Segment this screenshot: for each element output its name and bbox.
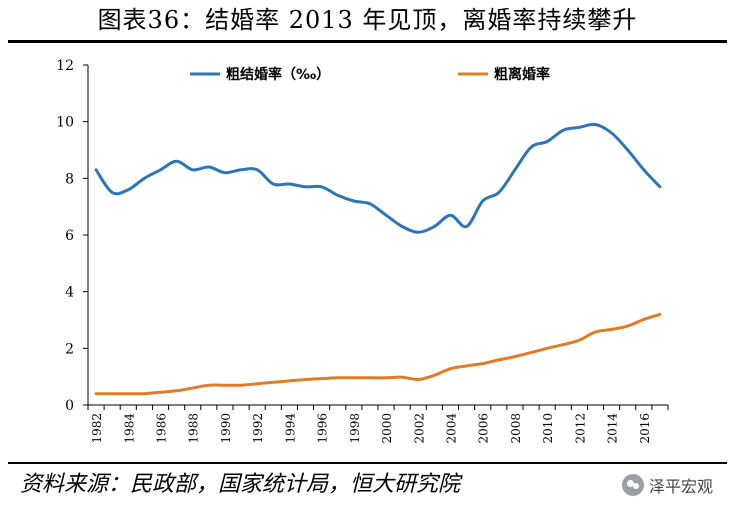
legend-label-1: 粗结婚率（‰） [226,66,330,83]
x-tick-label: 1994 [283,413,297,444]
y-tick-label: 10 [56,115,74,131]
x-tick-label: 2012 [573,413,587,444]
legend-label-2: 粗离婚率 [494,66,550,83]
x-tick-label: 1988 [187,413,201,444]
series-line-2 [94,312,662,396]
x-tick-label: 1986 [155,413,169,444]
x-tick-label: 1982 [90,413,104,444]
x-tick-label: 1996 [316,413,330,444]
x-tick-label: 2014 [606,413,620,444]
y-tick-label: 0 [65,398,74,414]
y-tick-label: 6 [65,228,74,244]
brand-name: 泽平宏观 [648,477,713,496]
series-layer [94,122,662,396]
legend: 粗结婚率（‰） 粗离婚率 [190,66,550,83]
x-tick-label: 2006 [477,413,491,444]
brand-watermark: 泽平宏观 [621,470,713,500]
y-tick-label: 2 [65,341,74,357]
x-tick-label: 2016 [638,413,652,444]
series-line-1 [94,122,662,234]
footer-rule [8,462,727,464]
x-tick-label: 2008 [509,413,523,444]
x-tick-label: 2002 [412,413,426,444]
x-tick-label: 1992 [251,413,265,444]
brand-logo-icon [621,474,644,496]
y-tick-label: 8 [65,171,74,187]
y-tick-label: 12 [56,58,74,74]
x-tick-label: 1998 [348,413,362,444]
chart-title: 图表36：结婚率 2013 年见顶，离婚率持续攀升 [97,6,638,34]
x-tick-label: 2010 [541,413,555,444]
y-tick-label: 4 [65,285,74,301]
line-chart: 0 2 4 6 8 10 12 1982 1984 1986 1988 1990 1992 1994 199… [56,58,669,444]
x-tick-label: 1984 [122,413,136,444]
x-tick-label: 2004 [445,413,459,444]
x-tick-label: 1990 [219,413,233,444]
x-tick-label: 2000 [380,413,394,444]
title-rule [8,40,727,43]
axes: 0 2 4 6 8 10 12 1982 1984 1986 1988 1990 1992 1994 199… [56,58,669,444]
source-note: 资料来源：民政部，国家统计局，恒大研究院 [20,472,461,497]
